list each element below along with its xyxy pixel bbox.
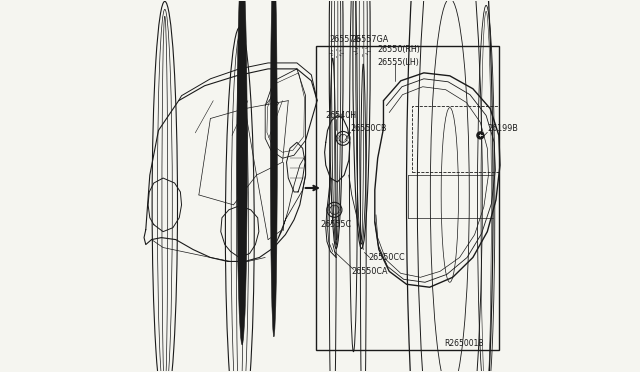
Text: 26550CA: 26550CA [352, 267, 388, 276]
Text: 26557G: 26557G [329, 35, 361, 44]
Circle shape [477, 132, 484, 139]
Text: 26550CB: 26550CB [351, 124, 387, 133]
Text: 26555(LH): 26555(LH) [378, 58, 420, 67]
Text: R265001B: R265001B [445, 339, 484, 348]
Bar [412, 106, 499, 172]
Text: 26555C: 26555C [320, 220, 351, 229]
Text: 26550(RH): 26550(RH) [378, 45, 420, 54]
Text: 26540H: 26540H [326, 111, 357, 120]
Text: 26199B: 26199B [487, 124, 518, 133]
Ellipse shape [237, 0, 247, 345]
Text: 26550CC: 26550CC [369, 253, 405, 262]
Ellipse shape [270, 0, 277, 337]
Bar [316, 46, 499, 350]
Text: 26557GA: 26557GA [351, 35, 388, 44]
